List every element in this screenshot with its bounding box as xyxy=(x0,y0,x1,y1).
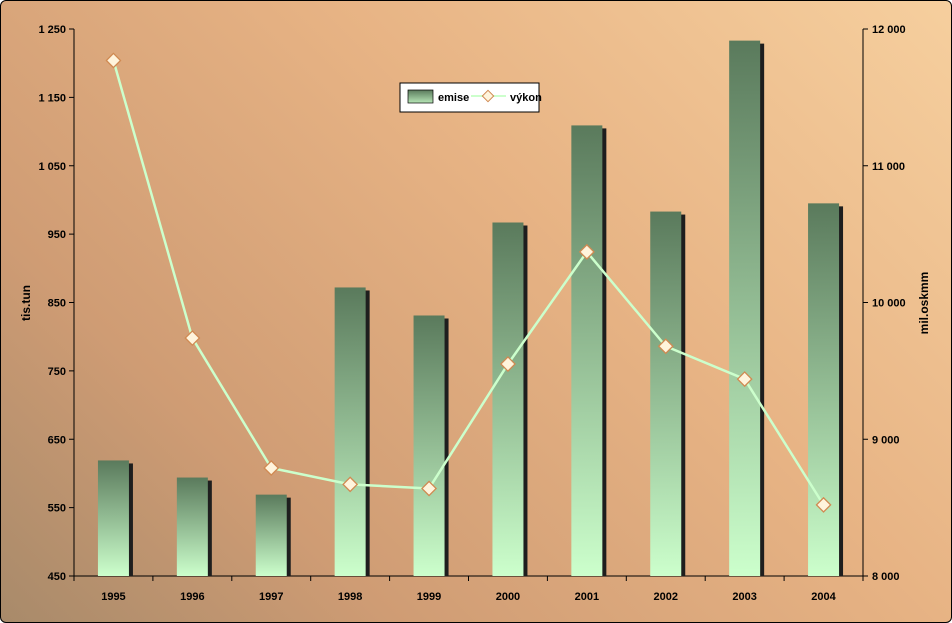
y-axis-label: tis.tun xyxy=(19,285,33,321)
y-tick-label: 550 xyxy=(48,503,66,515)
x-axis: 1995 1996 1997 1998 1999 2000 2001 2002 2003 2004 xyxy=(73,575,864,603)
y2-axis-label: mil.oskmm xyxy=(917,272,931,335)
x-tick-label: 2004 xyxy=(811,591,836,603)
y2-tick-labels: 8 000 9 000 10 000 11 000 12 000 xyxy=(863,24,906,583)
y-tick-label: 750 xyxy=(48,366,66,378)
y-axis-right: 8 000 9 000 10 000 11 000 12 000 mil.oskmm xyxy=(862,24,931,583)
x-tick-label: 2003 xyxy=(732,591,756,603)
y2-tick-label: 8 000 xyxy=(872,571,900,583)
y-tick-label: 1 050 xyxy=(38,161,66,173)
legend-bar-swatch xyxy=(407,89,434,104)
legend: emise výkon xyxy=(399,82,542,113)
legend-label-vykon: výkon xyxy=(510,92,542,104)
bar-emise xyxy=(729,40,761,576)
line-marker-vykon xyxy=(657,338,674,355)
bar-series-emise xyxy=(97,40,844,576)
x-tick-label: 2000 xyxy=(496,591,520,603)
y2-tick-label: 9 000 xyxy=(872,434,900,446)
bar-emise xyxy=(334,287,366,576)
line-marker-vykon xyxy=(342,476,359,493)
y-tick-label: 1 150 xyxy=(38,92,66,104)
y2-tick-label: 11 000 xyxy=(872,161,905,173)
line-marker-vykon xyxy=(499,356,516,373)
line-vykon xyxy=(112,60,825,506)
y2-tick-label: 10 000 xyxy=(872,298,906,310)
line-marker-vykon xyxy=(815,496,832,513)
line-marker-vykon xyxy=(578,243,595,260)
bar-emise xyxy=(413,315,445,576)
y-tick-label: 850 xyxy=(48,298,66,310)
x-tick-label: 1999 xyxy=(417,591,441,603)
line-marker-vykon xyxy=(263,459,280,476)
x-tick-label: 1998 xyxy=(338,591,362,603)
bar-emise xyxy=(571,125,603,576)
line-marker-vykon xyxy=(184,330,201,347)
x-tick-label: 1996 xyxy=(180,591,204,603)
y-axis-left: 450 550 650 750 850 950 1 050 1 150 1 250 tis.tu… xyxy=(19,24,75,583)
y-tick-labels: 450 550 650 750 850 950 1 050 1 150 1 250 xyxy=(38,24,74,583)
bar-emise xyxy=(176,477,208,576)
x-tick-label: 1995 xyxy=(101,591,125,603)
y-tick-label: 950 xyxy=(48,229,66,241)
x-tick-label: 1997 xyxy=(259,591,283,603)
line-marker-vykon xyxy=(105,52,122,69)
line-marker-vykon xyxy=(421,480,438,497)
line-series-vykon xyxy=(105,52,832,513)
y-tick-label: 650 xyxy=(48,434,66,446)
bar-emise xyxy=(650,211,682,576)
bar-emise xyxy=(492,222,524,576)
line-marker-vykon xyxy=(736,371,753,388)
x-tick-labels: 1995 1996 1997 1998 1999 2000 2001 2002 2003 2004 xyxy=(73,576,864,603)
y-tick-label: 1 250 xyxy=(38,24,66,36)
x-tick-label: 2001 xyxy=(575,591,599,603)
y-tick-label: 450 xyxy=(48,571,66,583)
legend-label-emise: emise xyxy=(438,92,469,104)
bar-emise xyxy=(808,203,840,576)
bar-emise xyxy=(255,494,287,576)
y2-tick-label: 12 000 xyxy=(872,24,906,36)
legend-marker-swatch xyxy=(481,89,495,103)
bar-emise xyxy=(97,460,129,576)
x-tick-label: 2002 xyxy=(654,591,678,603)
